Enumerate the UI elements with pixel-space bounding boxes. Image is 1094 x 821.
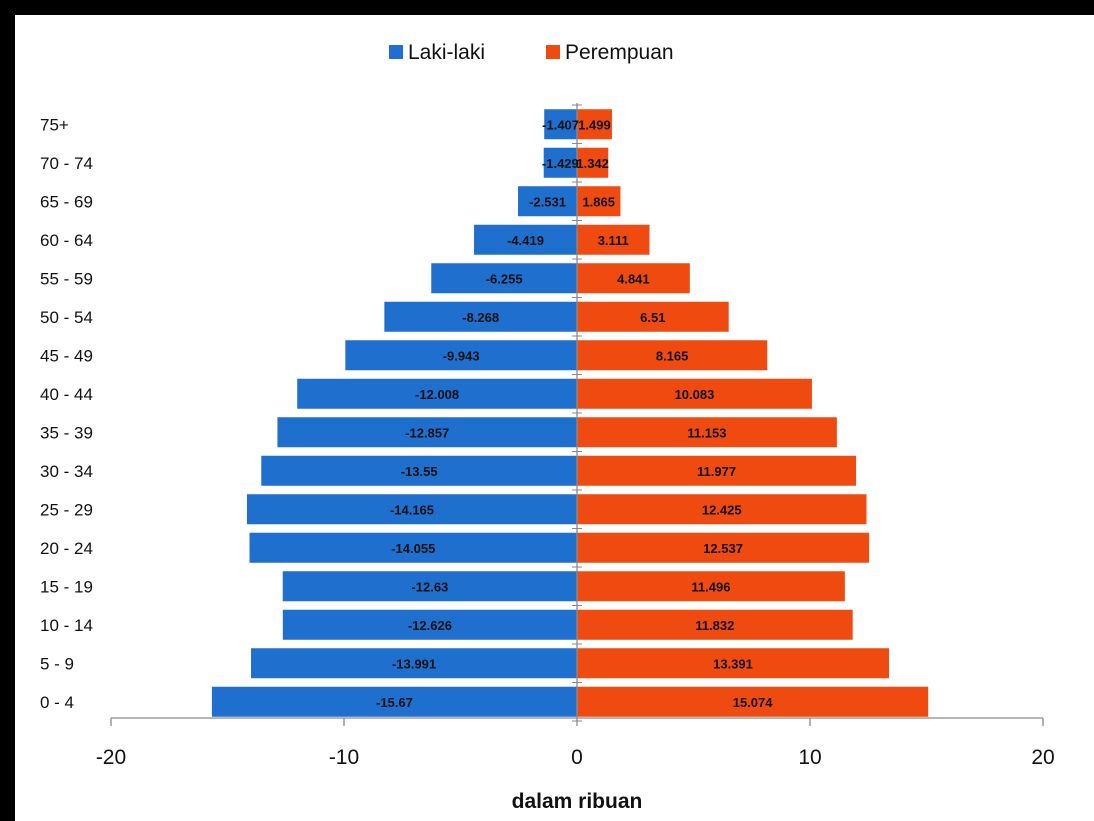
bars <box>212 109 928 717</box>
category-label: 15 - 19 <box>40 577 93 596</box>
x-tick-label: 0 <box>571 746 583 769</box>
data-label-laki-laki: -12.857 <box>405 425 449 440</box>
category-label: 75+ <box>40 115 69 134</box>
data-label-perempuan: 13.391 <box>713 656 753 671</box>
data-label-laki-laki: -2.531 <box>529 194 566 209</box>
category-label: 40 - 44 <box>40 385 93 404</box>
data-label-laki-laki: -14.165 <box>390 502 434 517</box>
category-label: 35 - 39 <box>40 423 93 442</box>
data-label-perempuan: 11.496 <box>691 579 730 594</box>
category-label: 45 - 49 <box>40 346 93 365</box>
category-label: 70 - 74 <box>40 154 93 173</box>
legend-swatch-laki-laki <box>389 45 403 59</box>
data-label-perempuan: 12.537 <box>703 541 743 556</box>
category-label: 10 - 14 <box>40 616 93 635</box>
data-label-laki-laki: -9.943 <box>443 348 480 363</box>
x-tick-label: -10 <box>329 746 359 769</box>
data-label-perempuan: 11.153 <box>687 425 726 440</box>
legend-label-laki-laki: Laki-laki <box>408 41 485 64</box>
chart-frame: Laki-laki Perempuan -20 -10 0 10 20 0 - 4 -15.… <box>15 15 1094 821</box>
data-label-perempuan: 1.865 <box>582 194 615 209</box>
data-label-laki-laki: -8.268 <box>462 310 499 325</box>
category-label: 55 - 59 <box>40 269 93 288</box>
data-label-laki-laki: -12.008 <box>415 387 459 402</box>
data-label-perempuan: 15.074 <box>733 695 774 710</box>
category-label: 65 - 69 <box>40 192 93 211</box>
data-label-perempuan: 11.832 <box>695 618 734 633</box>
data-label-laki-laki: -12.63 <box>411 579 448 594</box>
legend: Laki-laki Perempuan <box>389 41 674 64</box>
data-label-perempuan: 4.841 <box>617 271 650 286</box>
data-label-laki-laki: -13.991 <box>392 656 436 671</box>
category-label: 30 - 34 <box>40 462 93 481</box>
x-tick-label: -20 <box>96 746 126 769</box>
data-label-perempuan: 8.165 <box>656 348 689 363</box>
data-label-laki-laki: -15.67 <box>376 695 413 710</box>
x-axis-title: dalam ribuan <box>512 790 643 813</box>
data-label-perempuan: 12.425 <box>702 502 742 517</box>
category-label: 20 - 24 <box>40 539 93 558</box>
data-label-perempuan: 6.51 <box>640 310 665 325</box>
data-label-laki-laki: -14.055 <box>391 541 435 556</box>
data-label-perempuan: 3.111 <box>598 233 629 248</box>
data-label-perempuan: 11.977 <box>697 464 736 479</box>
data-label-laki-laki: -1.407 <box>542 117 579 132</box>
data-label-laki-laki: -12.626 <box>408 618 452 633</box>
data-label-perempuan: 10.083 <box>675 387 715 402</box>
category-label: 5 - 9 <box>40 654 74 673</box>
data-label-perempuan: 1.499 <box>578 117 611 132</box>
category-label: 25 - 29 <box>40 500 93 519</box>
category-label: 0 - 4 <box>40 693 74 712</box>
x-tick-label: 10 <box>798 746 821 769</box>
data-label-laki-laki: -1.429 <box>542 156 579 171</box>
category-label: 50 - 54 <box>40 308 93 327</box>
legend-label-perempuan: Perempuan <box>565 41 674 64</box>
data-label-laki-laki: -13.55 <box>401 464 438 479</box>
data-label-laki-laki: -4.419 <box>507 233 544 248</box>
data-label-perempuan: 1.342 <box>576 156 609 171</box>
population-pyramid-chart: Laki-laki Perempuan -20 -10 0 10 20 0 - 4 -15.… <box>15 15 1094 821</box>
category-label: 60 - 64 <box>40 231 93 250</box>
x-tick-label: 20 <box>1031 746 1054 769</box>
legend-swatch-perempuan <box>546 45 560 59</box>
data-label-laki-laki: -6.255 <box>486 271 523 286</box>
